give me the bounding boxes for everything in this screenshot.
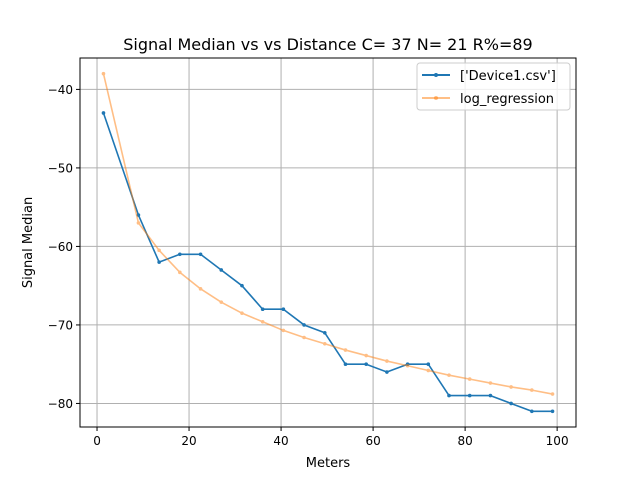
y-tick-label: −80 [48,397,73,411]
y-tick-label: −60 [48,240,73,254]
data-point-log-regression [302,335,306,340]
data-point-log-regression [136,221,141,225]
data-point-log-regression [219,300,224,304]
series-log-regression [101,71,555,396]
y-tick-label: −40 [48,83,73,97]
data-point-log-regression [260,320,265,324]
data-point-log-regression [447,373,451,377]
data-point-device1-csv [530,409,534,414]
y-tick-label: −50 [48,161,73,175]
data-point-device1-csv [219,268,224,272]
data-point-device1-csv [198,252,203,257]
data-point-log-regression [530,388,534,392]
data-point-device1-csv [178,252,182,257]
data-point-log-regression [426,368,431,373]
data-point-device1-csv [385,370,389,374]
x-tick-label: 40 [273,434,288,448]
tick-layer: 0 20 40 60 80 100 −40 −50 −60 −70 −80 [48,83,569,448]
series-line-log-regression [102,73,553,395]
x-tick-label: 60 [365,434,380,448]
data-point-log-regression [364,353,368,358]
data-point-log-regression [467,377,472,381]
data-point-device1-csv [157,260,161,264]
data-point-device1-csv [488,393,493,398]
data-point-device1-csv [343,362,348,366]
y-tick-label: −70 [48,318,73,332]
data-point-log-regression [343,348,348,352]
data-point-device1-csv [322,330,327,335]
data-point-log-regression [240,311,244,315]
chart-title: Signal Median vs vs Distance C= 37 N= 21… [123,35,532,54]
data-point-device1-csv [550,409,555,414]
plot-frame [79,57,577,428]
legend-box [416,62,571,111]
data-point-log-regression [405,363,410,368]
y-axis-label: Signal Median [21,197,36,288]
legend-marker-log-regression [434,96,438,100]
data-point-device1-csv [509,401,513,406]
data-point-device1-csv [260,307,265,312]
data-point-log-regression [157,248,161,253]
legend-marker-device1 [434,73,438,77]
data-point-device1-csv [240,283,244,288]
series-line-device1-csv [102,112,553,413]
data-point-device1-csv [447,393,451,398]
x-axis-label: Meters [306,456,351,471]
data-point-device1-csv [467,393,472,398]
data-point-log-regression [101,71,106,76]
data-point-device1-csv [426,362,431,366]
x-tick-label: 100 [546,434,569,448]
series-device1-csv [101,111,555,414]
series-layer [101,71,555,414]
data-point-device1-csv [364,362,368,366]
data-point-log-regression [509,385,513,389]
data-point-log-regression [385,359,389,363]
data-point-device1-csv [101,111,106,115]
data-point-log-regression [488,381,493,385]
grid-layer [80,58,576,427]
x-tick-label: 80 [457,434,472,448]
data-point-log-regression [178,270,182,275]
data-point-log-regression [550,392,555,396]
legend-label-device1: ['Device1.csv'] [460,69,556,84]
data-point-log-regression [322,341,327,346]
data-point-device1-csv [302,323,306,327]
data-point-log-regression [281,328,286,333]
data-point-log-regression [198,287,203,291]
legend: ['Device1.csv'] log_regression [416,62,571,111]
x-tick-label: 20 [181,434,196,448]
data-point-device1-csv [281,307,286,312]
x-tick-label: 0 [93,434,101,448]
legend-label-log-regression: log_regression [460,92,554,107]
